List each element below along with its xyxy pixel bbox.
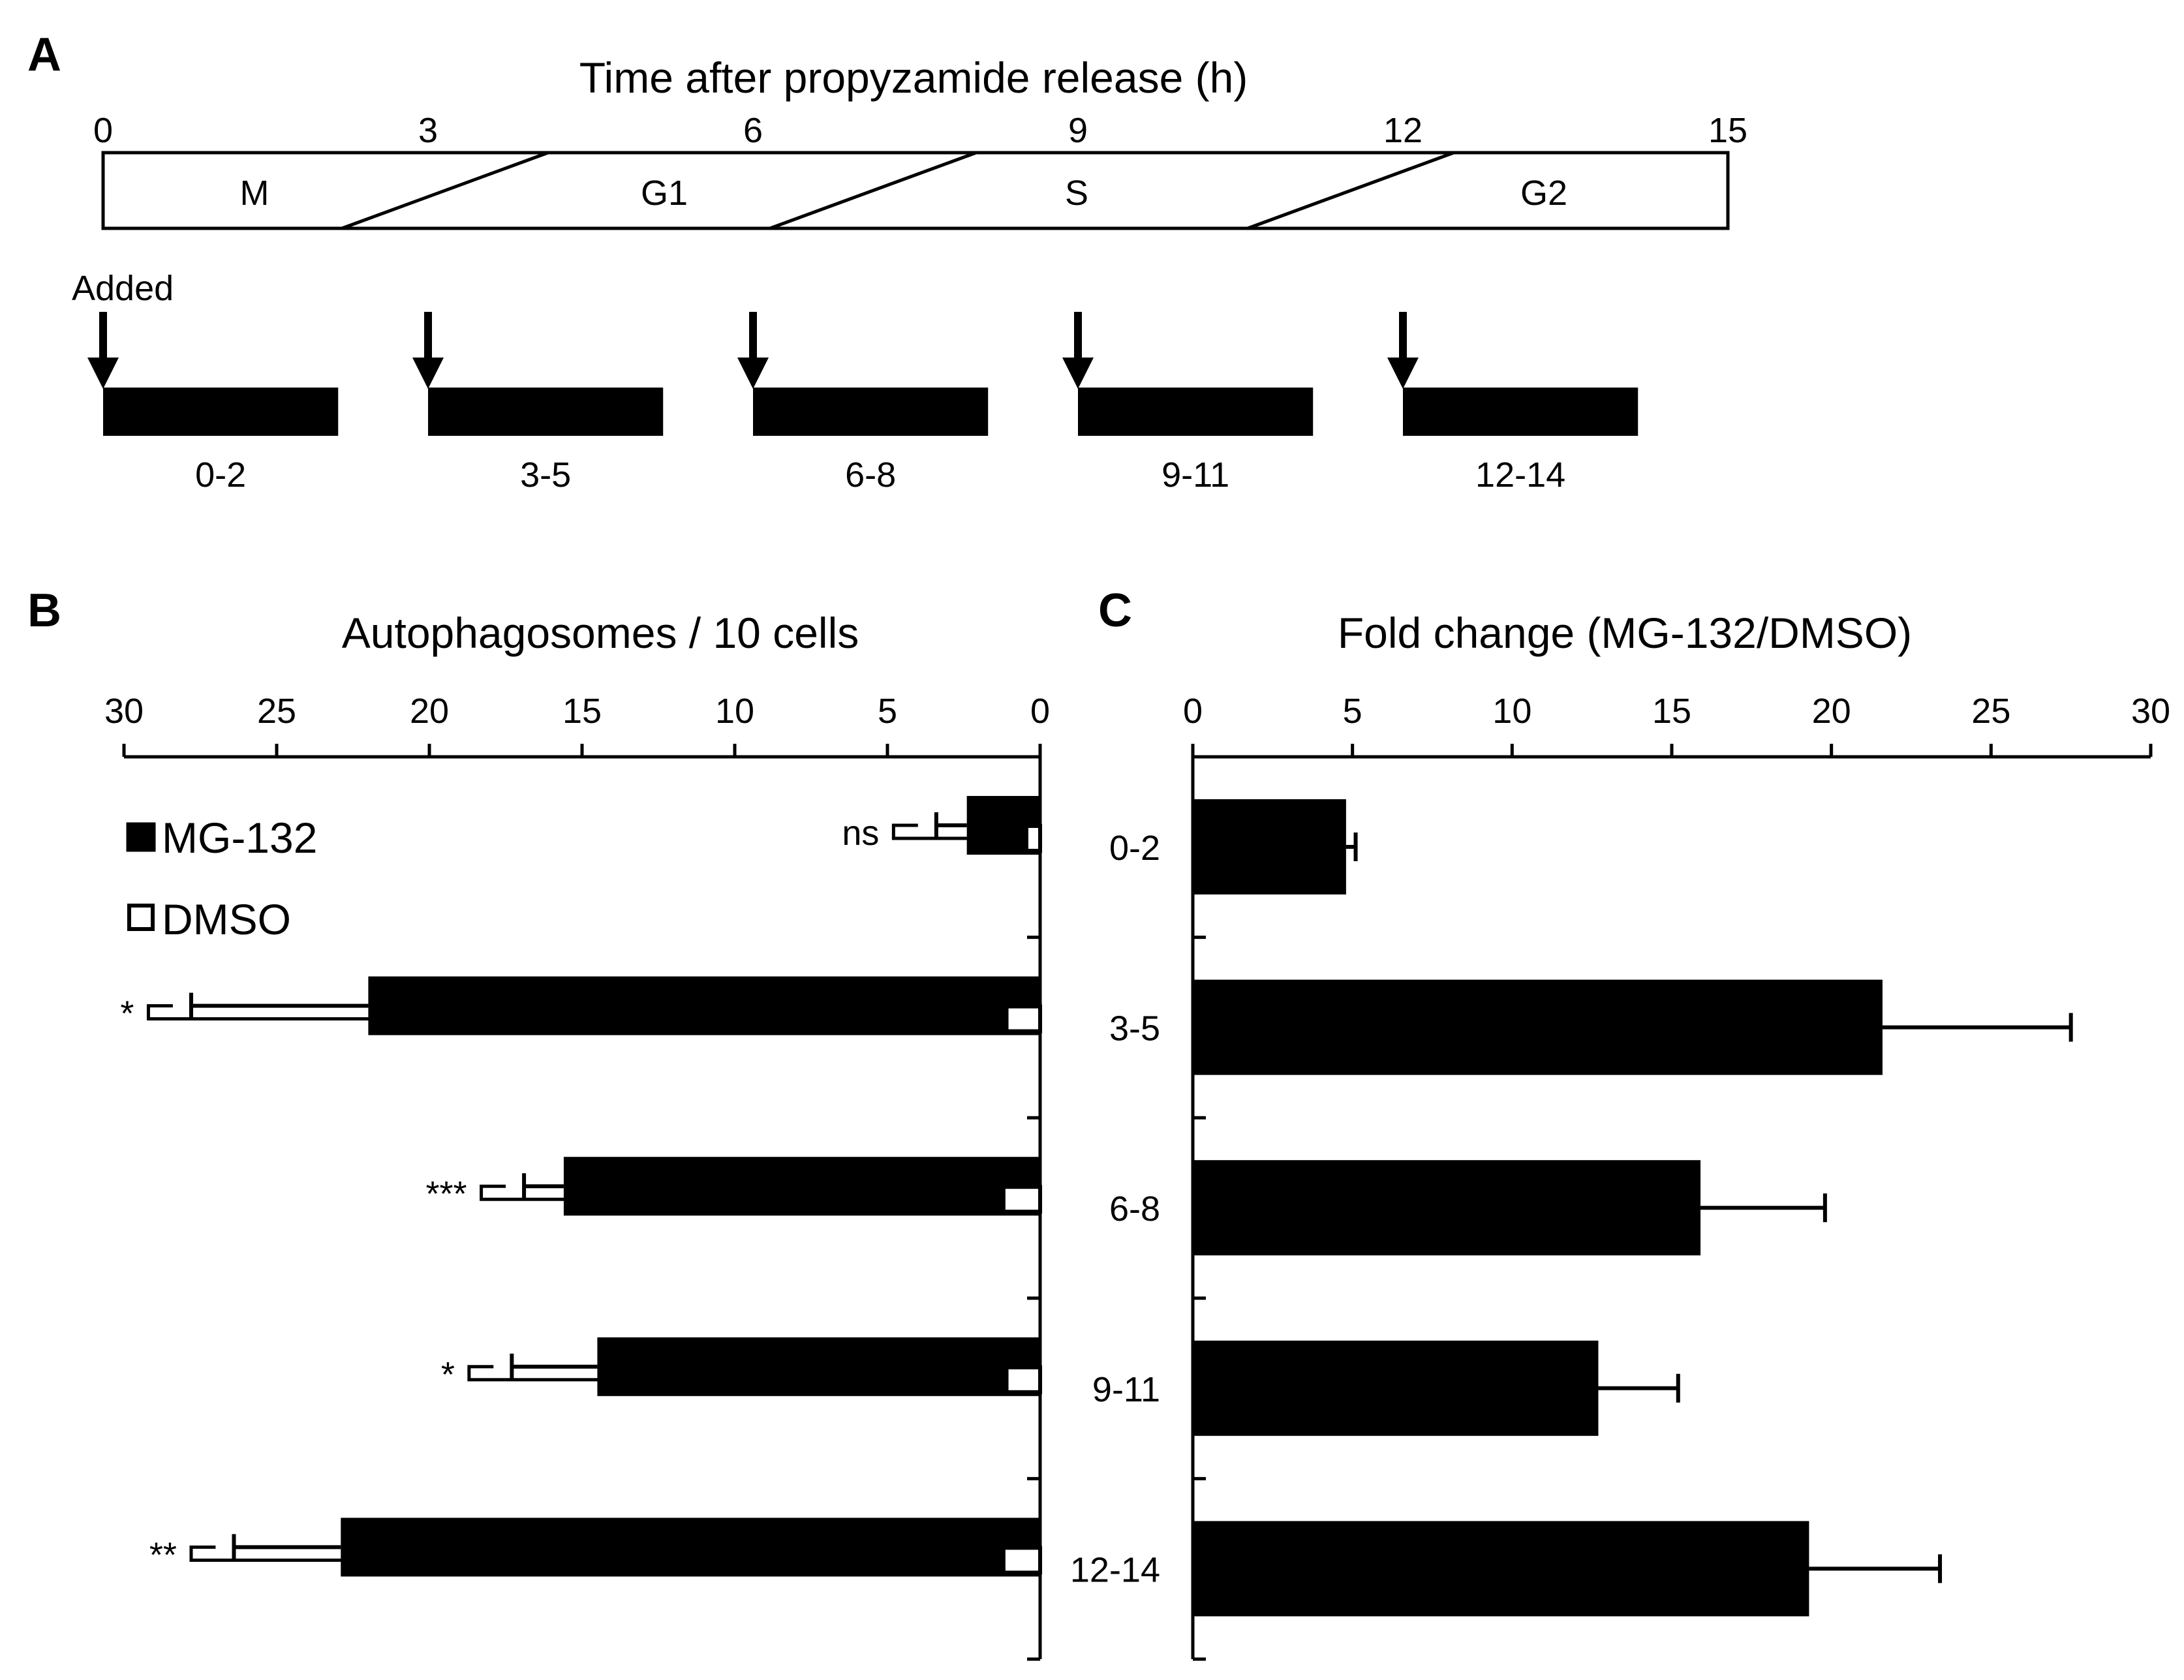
legend-label-dmso: DMSO [162,895,291,943]
phase-divider-m-g1 [341,151,549,230]
arrow-head [87,358,119,389]
significance-bracket [480,1184,976,1201]
panel-b-label: B [27,585,61,637]
window-label: 9-11 [1161,455,1229,495]
x-tick-label: 5 [878,692,897,731]
arrow-head [737,358,769,389]
x-tick-label: 20 [410,692,449,731]
significance-label: *** [426,1174,467,1214]
phase-divider-s-g2 [1247,151,1454,230]
panel-c-chart: 0 5 10 15 20 25 30 0-2 3-5 6-8 9-11 12-14 [1070,692,2170,1661]
bar-fold-change [1193,979,1883,1075]
category-label: 12-14 [1070,1550,1160,1589]
treatment-bar [428,388,664,436]
time-tick-label: 0 [93,111,113,150]
x-tick-label: 30 [104,692,144,731]
significance-bracket [189,1545,978,1562]
bar-dmso [1024,824,1042,853]
phase-label-s: S [1065,174,1088,213]
x-tick-label: 15 [1652,692,1691,731]
time-tick-label: 12 [1383,111,1423,150]
legend-swatch-dmso [127,904,155,931]
significance-bracket [467,1365,976,1382]
added-label: Added [72,269,174,308]
bar-dmso [1001,1546,1042,1575]
significance-label: * [441,1355,455,1394]
legend-label-mg132: MG-132 [162,814,317,862]
phase-label-g2: G2 [1520,174,1567,213]
panel-b-title: Autophagosomes / 10 cells [342,609,859,657]
panel-a-title: Time after propyzamide release (h) [579,53,1248,102]
significance-bracket [146,1004,983,1021]
x-tick-label: 30 [2131,692,2170,731]
bar-fold-change [1193,1340,1599,1436]
cell-cycle-box [101,151,1730,230]
significance-label: * [120,994,134,1033]
bar-fold-change [1193,799,1346,894]
time-tick-label: 3 [418,111,438,150]
treatment-bar [103,388,339,436]
panel-a-ticks: 0 3 6 9 12 15 [93,111,1747,150]
panel-b: B Autophagosomes / 10 cells 30 25 20 15 10 5 0… [27,585,1050,1661]
arrow-head [1387,358,1419,389]
bar-mg132 [368,976,1040,1035]
time-tick-label: 15 [1708,111,1747,150]
window-label: 0-2 [195,455,246,495]
window-label: 12-14 [1475,455,1565,495]
x-tick-label: 15 [562,692,602,731]
panel-a-label: A [27,29,61,81]
significance-label: ns [842,814,879,853]
panel-c-label: C [1098,585,1132,637]
treatment-bar [753,388,989,436]
phase-divider-g1-s [769,151,977,230]
phase-label-m: M [240,174,269,213]
panel-a: A Time after propyzamide release (h) 0 3 6… [27,29,1747,495]
bar-mg132 [341,1518,1040,1577]
panel-c: C Fold change (MG-132/DMSO) 0 5 10 15 20 25 30… [1070,585,2170,1661]
x-tick-label: 0 [1183,692,1203,731]
treatment-bar [1403,388,1638,436]
treatment-bar [1078,388,1314,436]
time-tick-label: 9 [1068,111,1088,150]
bar-dmso [1001,1185,1042,1214]
x-tick-label: 0 [1030,692,1050,731]
panel-c-title: Fold change (MG-132/DMSO) [1338,609,1912,657]
category-label: 3-5 [1109,1009,1160,1048]
x-tick-label: 25 [257,692,296,731]
treatment-windows: 0-2 3-5 6-8 9-11 12-14 [87,312,1638,495]
window-label: 6-8 [845,455,896,495]
legend-swatch-mg132 [126,822,156,852]
x-tick-label: 25 [1971,692,2010,731]
bar-dmso [1004,1004,1043,1033]
arrow-head [1062,358,1094,389]
time-tick-label: 6 [743,111,763,150]
x-tick-label: 10 [1492,692,1531,731]
window-label: 3-5 [520,455,571,495]
category-label: 9-11 [1092,1370,1160,1409]
bar-mg132 [597,1337,1040,1396]
bar-dmso [1004,1365,1043,1394]
significance-label: ** [149,1535,177,1574]
arrow-head [412,358,444,389]
category-label: 6-8 [1109,1189,1160,1229]
x-tick-label: 10 [715,692,754,731]
bar-fold-change [1193,1521,1809,1617]
category-label: 0-2 [1109,829,1160,868]
bar-fold-change [1193,1160,1701,1256]
bar-mg132 [563,1157,1040,1216]
phase-label-g1: G1 [641,174,688,213]
significance-bracket [891,823,998,840]
panel-b-chart: 30 25 20 15 10 5 0ns******* [104,692,1050,1661]
legend: MG-132 DMSO [126,814,317,943]
x-tick-label: 20 [1812,692,1851,731]
x-tick-label: 5 [1343,692,1362,731]
